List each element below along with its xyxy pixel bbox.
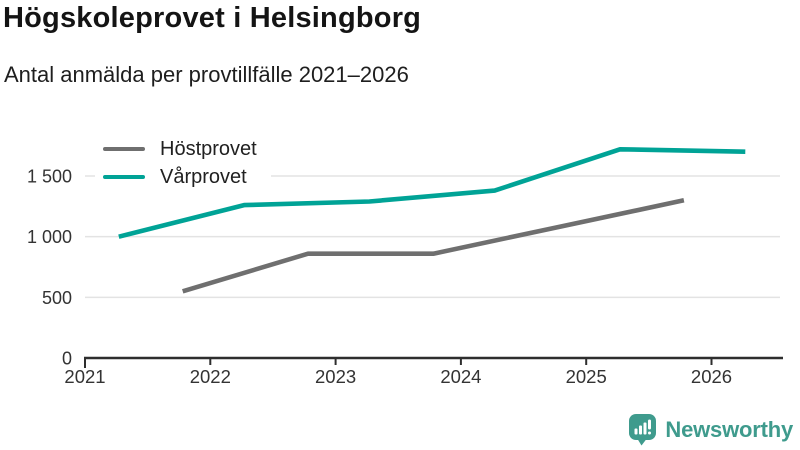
chart-title: Högskoleprovet i Helsingborg	[3, 2, 422, 34]
chart-subtitle: Antal anmälda per provtillfälle 2021–202…	[4, 62, 409, 87]
newsworthy-brand-link[interactable]: Newsworthy	[628, 413, 793, 446]
x-axis-tick-label: 2021	[64, 366, 105, 387]
x-axis-tick-label: 2022	[190, 366, 231, 387]
y-axis-tick-label: 1 000	[27, 227, 72, 247]
legend-label-varprovet: Vårprovet	[160, 165, 247, 188]
legend-item-hostprovet: Höstprovet	[103, 135, 257, 163]
legend-label-hostprovet: Höstprovet	[160, 137, 257, 160]
x-axis-tick-label: 2023	[315, 366, 356, 387]
x-axis-tick-label: 2024	[440, 366, 481, 387]
y-axis-tick-label: 0	[62, 349, 72, 369]
x-axis-tick-label: 2026	[691, 366, 732, 387]
y-axis-tick-label: 1 500	[27, 167, 72, 187]
chart-legend: Höstprovet Vårprovet	[95, 134, 271, 193]
legend-item-varprovet: Vårprovet	[103, 163, 257, 191]
newsworthy-logo-icon	[629, 414, 657, 446]
hostprovet-line-swatch	[103, 146, 145, 152]
series-line-höstprovet	[182, 198, 685, 294]
varprovet-line-swatch	[103, 174, 145, 180]
x-axis-tick-label: 2025	[566, 366, 607, 387]
y-axis-tick-label: 500	[42, 288, 72, 308]
series-line-vårprovet	[118, 147, 746, 239]
brand-name: Newsworthy	[665, 416, 793, 442]
